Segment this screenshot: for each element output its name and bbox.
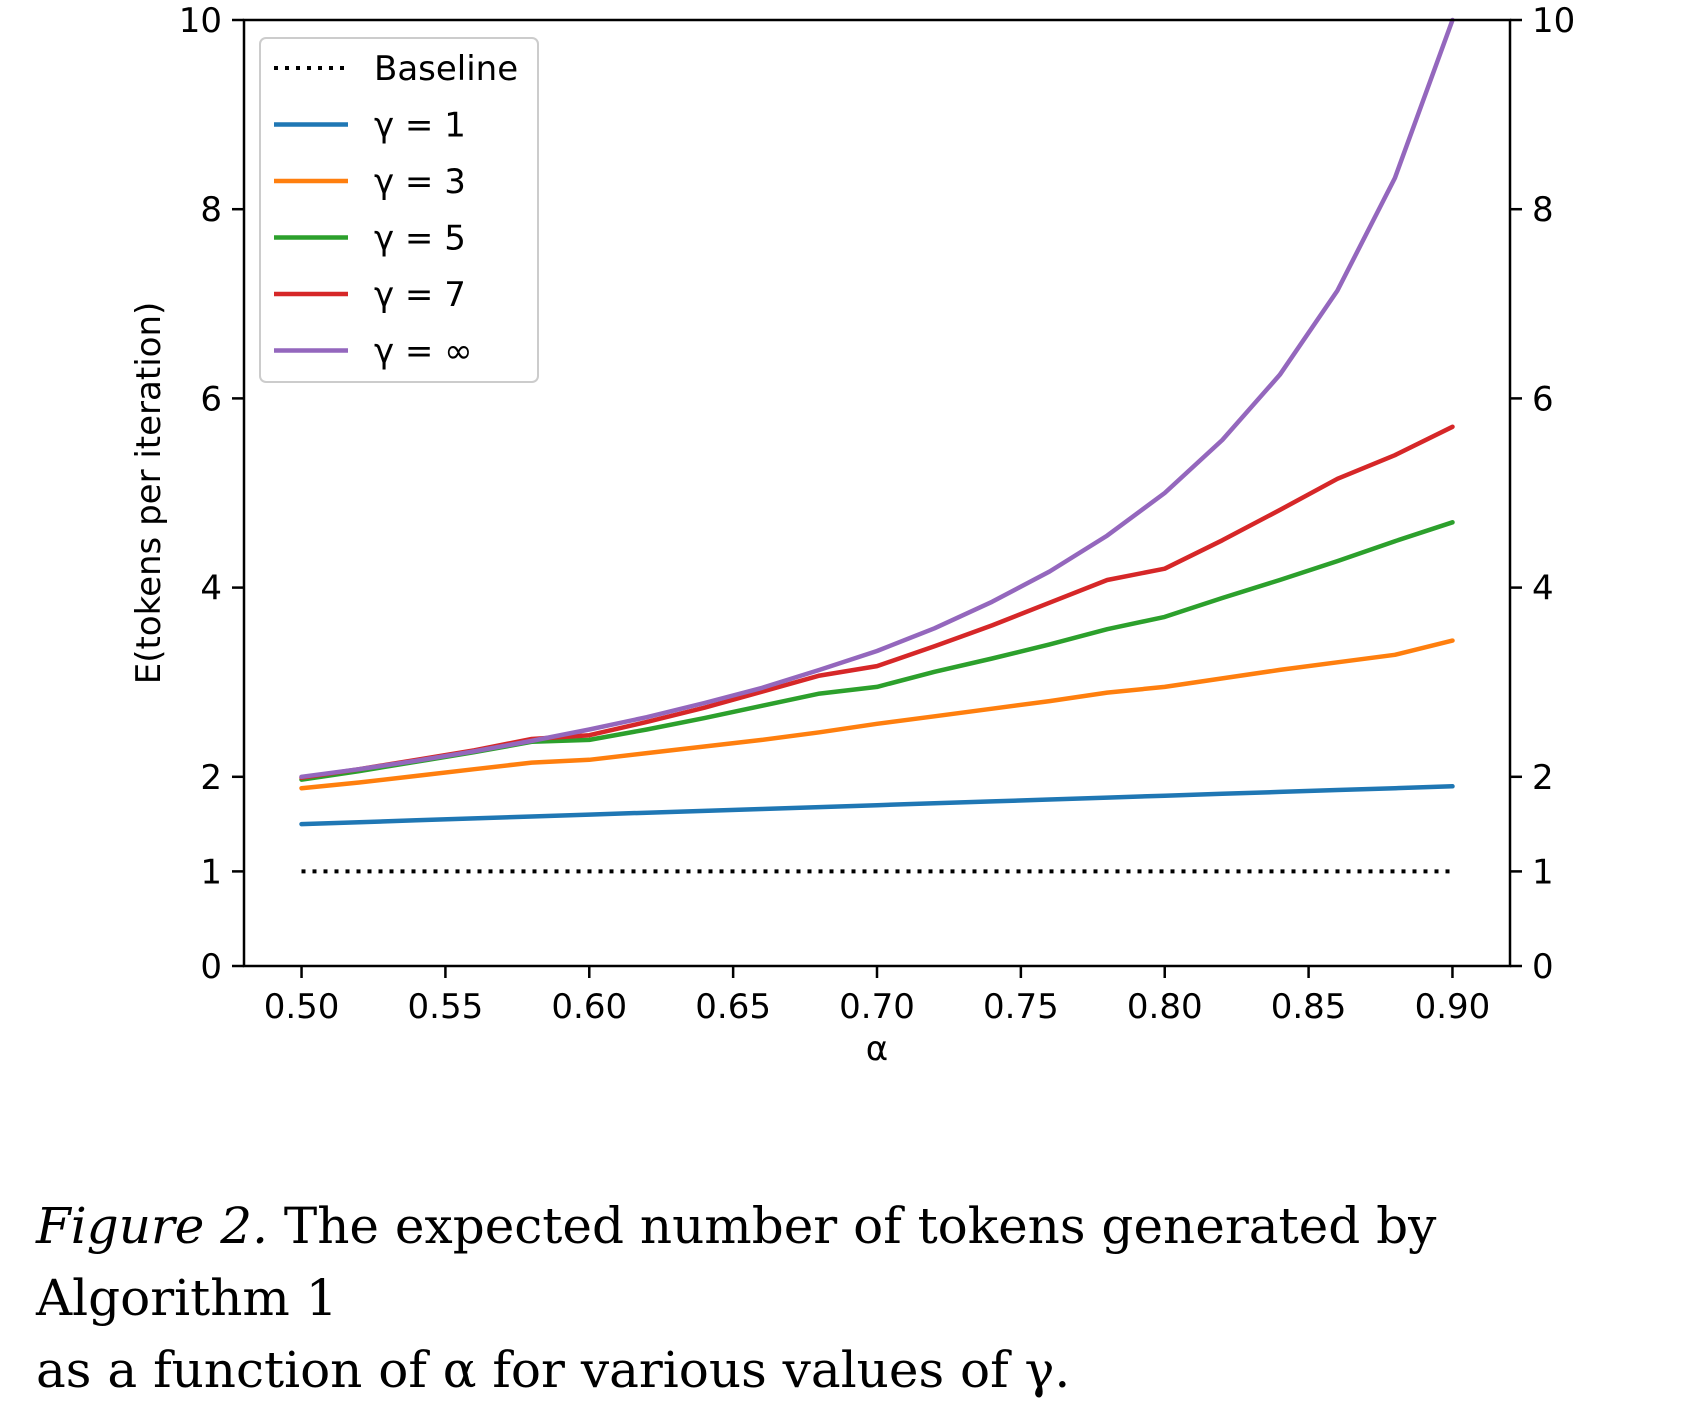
x-tick-label: 0.70 xyxy=(839,987,915,1027)
y-tick-label-left: 10 xyxy=(179,1,222,41)
ticks-layer: 0.50 0.55 0.60 0.65 0.70 0.75 0.80 0.85 0.90 0 0 1 1… xyxy=(179,1,1576,1027)
legend-entry-gamma-3: γ = 3 xyxy=(274,162,466,202)
y-tick-label-left: 8 xyxy=(200,190,222,230)
legend-entries: Baseline γ = 1 γ = 3 γ = 5 γ = 7 γ = ∞ xyxy=(274,49,518,372)
series-line-gamma-3 xyxy=(299,638,1455,791)
legend-label: γ = 7 xyxy=(374,275,466,315)
figure-label: Figure 2. xyxy=(36,1197,268,1255)
y-tick-label-left: 6 xyxy=(200,379,222,419)
legend-label: γ = 5 xyxy=(374,219,466,259)
legend-entry-gamma-7: γ = 7 xyxy=(274,275,466,315)
chart: 0.50 0.55 0.60 0.65 0.70 0.75 0.80 0.85 0.90 0 0 1 1… xyxy=(129,1,1576,1069)
x-tick-label: 0.50 xyxy=(264,987,340,1027)
x-tick-label: 0.65 xyxy=(695,987,771,1027)
legend-label: γ = 3 xyxy=(374,162,466,202)
legend-label: γ = 1 xyxy=(374,106,466,146)
y-tick-label-left: 4 xyxy=(200,569,222,609)
y-tick-label-right: 0 xyxy=(1532,947,1554,987)
x-tick-label: 0.80 xyxy=(1127,987,1203,1027)
x-axis-label: α xyxy=(866,1029,888,1069)
y-tick-label-right: 4 xyxy=(1532,569,1554,609)
y-tick-label-right: 6 xyxy=(1532,379,1554,419)
y-tick-label-left: 2 xyxy=(200,758,222,798)
legend: Baseline γ = 1 γ = 3 γ = 5 γ = 7 γ = ∞ xyxy=(259,37,539,383)
series-line-gamma-1 xyxy=(299,784,1455,827)
y-tick-label-right: 2 xyxy=(1532,758,1554,798)
series-layer xyxy=(299,17,1455,874)
legend-entry-baseline: Baseline xyxy=(274,49,518,89)
y-tick-label-left: 0 xyxy=(200,947,222,987)
legend-frame xyxy=(259,37,539,383)
y-axis-label: E(tokens per iteration) xyxy=(129,302,169,685)
figure-caption: Figure 2. The expected number of tokens … xyxy=(36,1190,1676,1406)
x-tick-label: 0.75 xyxy=(983,987,1059,1027)
legend-entry-gamma-inf: γ = ∞ xyxy=(274,332,473,372)
legend-label: γ = ∞ xyxy=(374,332,473,372)
y-tick-label-right: 8 xyxy=(1532,190,1554,230)
caption-line1: The expected number of tokens generated … xyxy=(36,1197,1437,1327)
x-tick-label: 0.55 xyxy=(408,987,484,1027)
legend-entry-gamma-1: γ = 1 xyxy=(274,106,466,146)
y-tick-label-right: 10 xyxy=(1532,1,1575,41)
x-tick-label: 0.60 xyxy=(551,987,627,1027)
y-tick-label-left: 1 xyxy=(200,852,222,892)
caption-line2: as a function of α for various values of… xyxy=(36,1341,1071,1399)
legend-label: Baseline xyxy=(374,49,518,89)
series-line-gamma-inf xyxy=(299,17,1455,780)
legend-entry-gamma-5: γ = 5 xyxy=(274,219,466,259)
y-tick-label-right: 1 xyxy=(1532,852,1554,892)
x-tick-label: 0.85 xyxy=(1271,987,1347,1027)
x-tick-label: 0.90 xyxy=(1415,987,1491,1027)
